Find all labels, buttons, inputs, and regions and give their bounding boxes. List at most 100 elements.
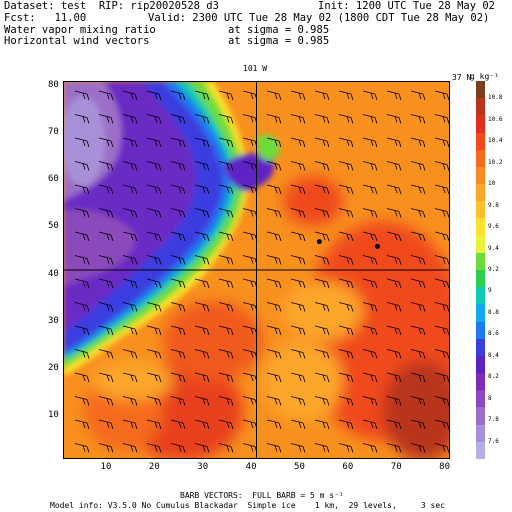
- wind-barb: [386, 372, 402, 383]
- colorbar-label: 7.6: [488, 437, 499, 445]
- wind-barb: [362, 396, 378, 406]
- wind-barb: [146, 349, 162, 359]
- wind-barb: [338, 372, 354, 383]
- wind-barb: [434, 443, 450, 453]
- top-longitude-label: 101 W: [243, 64, 268, 73]
- wind-barb: [266, 255, 282, 265]
- wind-barb: [122, 137, 138, 148]
- wind-barb: [362, 231, 378, 242]
- wind-barb: [386, 184, 402, 195]
- wind-barb: [290, 255, 306, 265]
- x-tick-label: 40: [245, 462, 257, 472]
- colorbar-label: 10.8: [488, 94, 503, 102]
- wind-barb: [290, 184, 306, 195]
- wind-barb: [362, 419, 378, 430]
- colorbar-label: 8.8: [488, 308, 499, 316]
- wind-barb: [434, 396, 450, 406]
- colorbar-swatch: [476, 441, 485, 460]
- colorbar-unit-label: g kg⁻¹: [470, 72, 499, 81]
- valid-line: Valid: 2300 UTC Tue 28 May 02 (1800 CDT …: [148, 12, 490, 24]
- wind-barb: [74, 255, 90, 265]
- station-marker-1: [316, 239, 322, 245]
- wind-barb: [74, 396, 90, 406]
- wind-barb: [146, 114, 162, 124]
- wind-barb: [266, 443, 282, 453]
- wind-barb: [122, 443, 138, 453]
- wind-barb: [386, 419, 402, 430]
- wind-barb: [122, 349, 138, 359]
- field1-name: Water vapor mixing ratio: [4, 24, 156, 36]
- wind-barb: [362, 114, 378, 124]
- wind-barb: [314, 137, 330, 148]
- colorbar-swatch: [476, 201, 485, 219]
- colorbar-swatch: [476, 184, 485, 202]
- wind-barb: [266, 137, 282, 148]
- wind-barb: [218, 302, 234, 312]
- wind-barb: [410, 161, 426, 171]
- wind-barb: [194, 419, 210, 430]
- wind-barb: [170, 396, 186, 406]
- wind-barb: [434, 90, 450, 101]
- wind-barb: [194, 302, 210, 312]
- wind-barb: [170, 443, 186, 453]
- wind-barb: [386, 278, 402, 289]
- wind-barb: [314, 372, 330, 383]
- wind-barb: [98, 349, 114, 359]
- wind-barb: [410, 255, 426, 265]
- station-marker-2: [374, 243, 380, 249]
- wind-barb: [170, 231, 186, 242]
- wind-barb: [266, 231, 282, 242]
- wind-barb: [338, 278, 354, 289]
- wind-barb: [194, 231, 210, 242]
- wind-barb: [362, 137, 378, 148]
- wind-barb: [194, 278, 210, 289]
- wind-barb: [410, 443, 426, 453]
- wind-barb: [146, 184, 162, 195]
- wind-barb: [98, 161, 114, 171]
- wind-barb: [194, 208, 210, 218]
- wind-barb: [146, 137, 162, 148]
- wind-barb: [98, 278, 114, 289]
- wind-barb: [386, 302, 402, 312]
- wind-barb: [98, 325, 114, 336]
- wind-barb: [314, 184, 330, 195]
- wind-barb: [170, 184, 186, 195]
- wind-barb: [122, 208, 138, 218]
- wind-barb: [410, 302, 426, 312]
- wind-barb: [314, 90, 330, 101]
- wind-barb: [410, 114, 426, 124]
- wind-barb: [434, 325, 450, 336]
- wind-barb: [266, 278, 282, 289]
- wind-barb: [290, 325, 306, 336]
- wind-barb: [74, 161, 90, 171]
- wind-barb: [290, 231, 306, 242]
- x-tick-label: 10: [100, 462, 112, 472]
- colorbar-swatch: [476, 166, 485, 185]
- wind-barb: [122, 90, 138, 101]
- wind-barb: [362, 161, 378, 171]
- wind-barb: [314, 419, 330, 430]
- wind-barb: [434, 114, 450, 124]
- wind-barb: [290, 114, 306, 124]
- wind-barb: [290, 372, 306, 383]
- wind-barb: [98, 372, 114, 383]
- wind-barb: [146, 372, 162, 383]
- colorbar-swatch: [476, 270, 485, 288]
- x-tick-label: 50: [294, 462, 305, 472]
- wind-barb: [314, 255, 330, 265]
- wind-barb: [170, 90, 186, 101]
- wind-barb: [146, 325, 162, 336]
- wind-barb: [314, 278, 330, 289]
- wind-barb: [386, 255, 402, 265]
- wind-barb: [386, 114, 402, 124]
- wind-barb: [290, 419, 306, 430]
- wind-barb: [362, 302, 378, 312]
- wind-barb: [290, 90, 306, 101]
- colorbar-swatch: [476, 132, 485, 151]
- colorbar-swatch: [476, 338, 485, 357]
- wind-barb: [218, 184, 234, 195]
- wind-barb: [434, 184, 450, 195]
- colorbar-swatch: [476, 287, 485, 305]
- colorbar-label: 8.4: [488, 351, 499, 359]
- wind-barb: [266, 372, 282, 383]
